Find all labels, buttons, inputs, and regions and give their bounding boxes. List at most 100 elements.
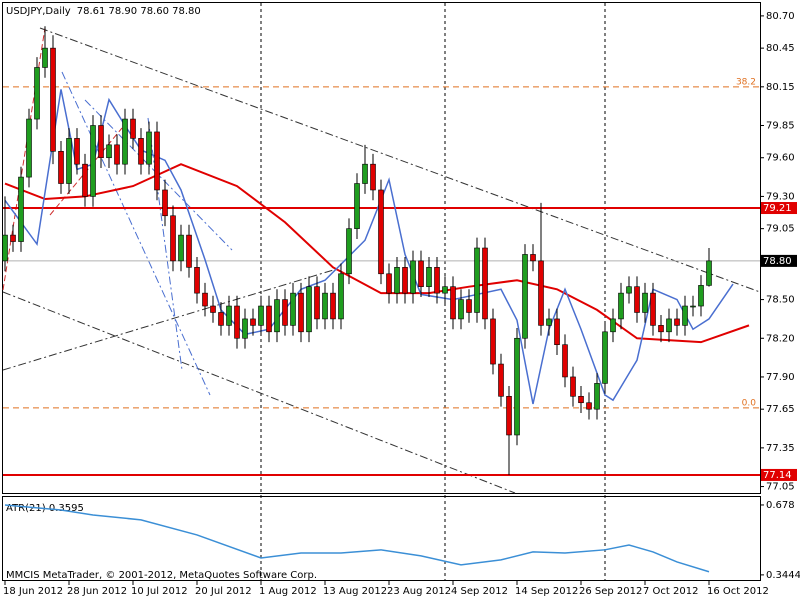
candle-body — [306, 286, 312, 333]
symbol: USDJPY,Daily — [6, 6, 71, 17]
candle-body — [202, 292, 208, 307]
candle-body — [266, 305, 272, 333]
candle-body — [506, 395, 512, 436]
candle-body — [482, 247, 488, 320]
candle-body — [490, 318, 496, 365]
candle-body — [162, 189, 168, 217]
candle-body — [226, 305, 232, 326]
bid-label: 78.80 — [763, 256, 792, 267]
candle-body — [90, 125, 96, 197]
candle-body — [34, 67, 40, 120]
candle-body — [170, 215, 176, 262]
y-tick-label: 77.05 — [766, 482, 795, 493]
candle-body — [234, 305, 240, 339]
price-label: 79.21 — [763, 203, 792, 214]
candle-body — [370, 163, 376, 191]
price-label-box — [761, 202, 797, 215]
candle-body — [218, 312, 224, 326]
fib-label: 0.0 — [742, 398, 757, 408]
x-tick-label: 10 Jul 2012 — [131, 586, 188, 597]
x-tick-label: 1 Aug 2012 — [259, 586, 317, 597]
candle-body — [66, 138, 72, 184]
trendline — [2, 291, 516, 494]
y-tick-label: 79.60 — [766, 153, 795, 164]
candle-body — [26, 118, 32, 178]
candle-body — [402, 267, 408, 294]
x-tick-label: 20 Jul 2012 — [195, 586, 252, 597]
y-tick-label: 78.20 — [766, 333, 795, 344]
candle-body — [242, 318, 248, 339]
candle-body — [322, 292, 328, 320]
candle-body — [330, 292, 336, 320]
candle-body — [282, 299, 288, 326]
fib-label: 38.2 — [736, 77, 756, 87]
candle-body — [2, 234, 8, 262]
y-tick-label: 77.35 — [766, 443, 795, 454]
x-tick-label: 7 Oct 2012 — [643, 586, 698, 597]
candle-body — [458, 299, 464, 320]
candle-body — [346, 228, 352, 275]
candle-body — [146, 131, 152, 165]
trendline — [61, 71, 211, 396]
y-tick-label: 79.05 — [766, 224, 795, 235]
candle-body — [410, 260, 416, 294]
candle-body — [338, 273, 344, 320]
candle-body — [666, 318, 672, 333]
candle-body — [562, 344, 568, 378]
candle-body — [98, 125, 104, 159]
x-tick-label: 13 Aug 2012 — [323, 586, 387, 597]
candle-body — [618, 292, 624, 320]
y-tick-label: 80.45 — [766, 43, 795, 54]
candle-body — [658, 325, 664, 333]
x-tick-label: 28 Jun 2012 — [67, 586, 127, 597]
candle-body — [442, 286, 448, 294]
x-tick-label: 16 Oct 2012 — [707, 586, 769, 597]
candle-body — [114, 144, 120, 165]
candle-body — [394, 267, 400, 294]
candle-body — [298, 292, 304, 333]
candle-body — [210, 305, 216, 313]
candle-body — [194, 267, 200, 294]
candle-body — [610, 318, 616, 333]
atr-frame — [2, 496, 761, 581]
candle-body — [626, 286, 632, 294]
y-tick-label: 80.70 — [766, 11, 795, 22]
quote: 78.61 78.90 78.60 78.80 — [77, 6, 201, 17]
candle-body — [10, 234, 16, 242]
candle-body — [290, 292, 296, 326]
candle-body — [250, 318, 256, 326]
candle-body — [386, 273, 392, 294]
x-tick-label: 23 Aug 2012 — [387, 586, 451, 597]
candle-body — [42, 47, 48, 68]
candle-body — [498, 363, 504, 397]
candle-body — [178, 234, 184, 262]
y-tick-label: 78.50 — [766, 295, 795, 306]
candle-body — [642, 292, 648, 313]
candle-body — [130, 118, 136, 139]
candle-body — [578, 395, 584, 404]
candle-body — [522, 254, 528, 339]
candle-body — [514, 337, 520, 436]
candle-body — [690, 305, 696, 308]
price-label-box — [761, 468, 797, 481]
candle-body — [186, 234, 192, 268]
bid-label-box — [761, 254, 797, 267]
y-tick-label: 79.30 — [766, 191, 795, 202]
candle-body — [50, 47, 56, 152]
candle-body — [538, 260, 544, 326]
candle-body — [106, 144, 112, 159]
candle-body — [354, 183, 360, 229]
candle-body — [530, 254, 536, 262]
candle-body — [418, 260, 424, 287]
y-tick-label: 77.90 — [766, 372, 795, 383]
candle-body — [634, 286, 640, 313]
candle-body — [546, 318, 552, 326]
candle-body — [594, 383, 600, 410]
trendline — [2, 267, 341, 371]
candle-body — [122, 118, 128, 165]
trendline — [147, 117, 183, 371]
candle-body — [434, 267, 440, 294]
y-tick-label: 77.65 — [766, 404, 795, 415]
candle-body — [570, 376, 576, 397]
